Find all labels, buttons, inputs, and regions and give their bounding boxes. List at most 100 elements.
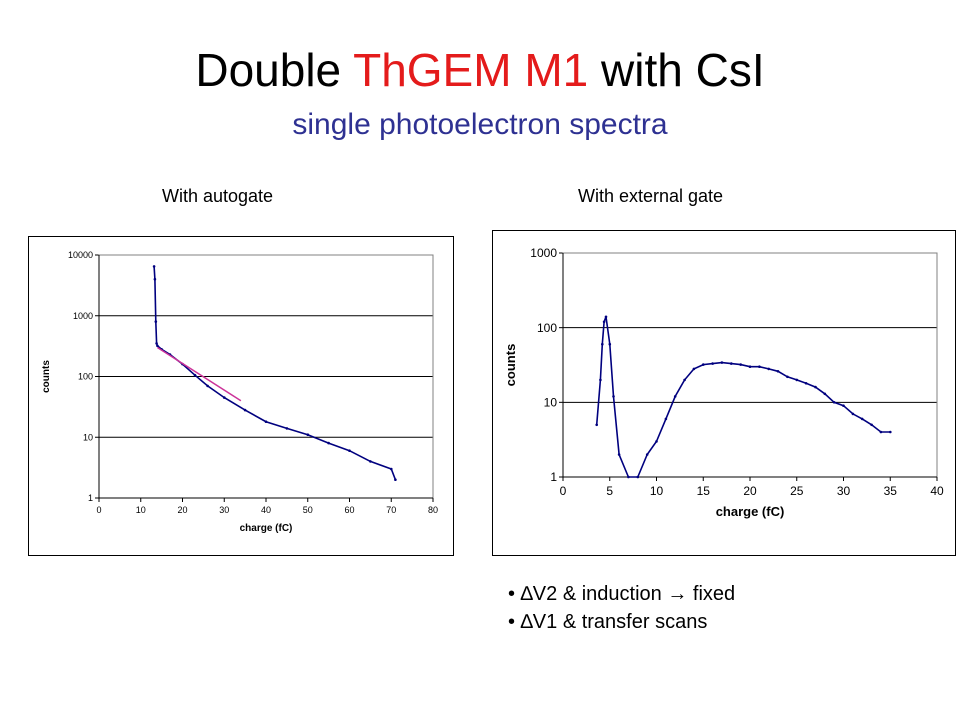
- x-tick-label: 10: [650, 484, 664, 498]
- data-point: [153, 277, 157, 281]
- data-point: [394, 478, 397, 481]
- fit-line: [156, 346, 242, 402]
- data-point: [889, 430, 892, 434]
- slide-subtitle: single photoelectron spectra: [292, 108, 668, 141]
- y-tick-label: 1000: [530, 246, 557, 260]
- x-axis-label: charge (fC): [240, 523, 293, 534]
- x-tick-label: 40: [261, 505, 271, 515]
- y-tick-label: 100: [78, 372, 93, 382]
- title-part2: with CsI: [588, 44, 765, 96]
- x-tick-label: 50: [303, 505, 313, 515]
- x-tick-label: 0: [560, 484, 567, 498]
- chart-external-gate: 1 10 100 1000 0 5 10 15 20 25 30 35 40 charge (fC) cou…: [492, 230, 956, 556]
- data-point: [156, 344, 159, 348]
- x-axis-label: charge (fC): [716, 504, 785, 519]
- data-point: [748, 365, 752, 368]
- y-tick-label: 10: [544, 396, 558, 410]
- x-tick-label: 10: [136, 505, 146, 515]
- data-point: [206, 384, 209, 388]
- data-point: [243, 408, 247, 412]
- bullet-item-1: • ∆V2 & induction → fixed: [508, 583, 736, 605]
- x-tick-label: 70: [386, 505, 396, 515]
- data-point: [879, 430, 883, 434]
- y-axis-label: counts: [503, 344, 518, 387]
- series-line: [595, 316, 891, 478]
- data-point: [860, 417, 864, 421]
- x-tick-label: 35: [884, 484, 898, 498]
- data-point: [155, 342, 158, 345]
- x-tick-label: 30: [219, 505, 229, 515]
- data-point: [152, 265, 156, 268]
- bullet-item-2: • ∆V1 & transfer scans: [508, 611, 708, 633]
- data-point: [842, 404, 845, 407]
- y-tick-label: 1: [88, 493, 93, 503]
- data-point: [599, 378, 602, 382]
- data-point: [786, 375, 789, 379]
- slide-title: Double ThGEM M1 with CsI: [0, 44, 960, 96]
- data-point: [814, 385, 817, 389]
- data-point: [851, 412, 855, 416]
- x-tick-label: 40: [930, 484, 944, 498]
- title-accent: ThGEM M1: [353, 44, 589, 96]
- data-point: [595, 423, 598, 427]
- data-point: [739, 363, 742, 366]
- x-tick-label: 20: [743, 484, 757, 498]
- y-tick-label: 1: [550, 470, 557, 484]
- data-point: [870, 423, 873, 427]
- x-tick-label: 0: [96, 505, 101, 515]
- data-point: [730, 362, 733, 365]
- data-point: [664, 417, 668, 421]
- series-line: [153, 266, 397, 480]
- x-tick-label: 5: [606, 484, 613, 498]
- chart-external-gate-svg: 1 10 100 1000 0 5 10 15 20 25 30 35 40 charge (fC) cou…: [503, 246, 944, 519]
- data-point: [604, 315, 608, 319]
- data-point: [617, 453, 621, 456]
- data-point: [655, 440, 658, 443]
- x-tick-label: 60: [344, 505, 354, 515]
- data-point: [636, 475, 640, 479]
- chart-autogate: 1 10 100 1000 10000 0 10 20 30 40 50 60 70 80 charge (…: [28, 236, 454, 556]
- bullet-text-2: ∆V1 & transfer scans: [520, 611, 708, 633]
- data-point: [306, 433, 310, 436]
- data-point: [683, 378, 686, 382]
- data-point: [758, 365, 761, 368]
- data-point: [823, 392, 827, 396]
- caption-autogate: With autogate: [162, 186, 274, 206]
- y-tick-label: 10000: [68, 250, 93, 260]
- data-point: [767, 367, 770, 371]
- data-point: [264, 420, 268, 423]
- data-point: [369, 460, 372, 463]
- data-point: [612, 395, 615, 398]
- x-tick-label: 15: [697, 484, 711, 498]
- y-tick-label: 10: [83, 432, 93, 442]
- data-point: [348, 449, 351, 452]
- x-tick-label: 25: [790, 484, 804, 498]
- data-point: [702, 363, 705, 366]
- title-part1: Double: [195, 44, 354, 96]
- plot-area: [562, 252, 938, 478]
- x-tick-label: 20: [177, 505, 187, 515]
- data-point: [832, 401, 836, 404]
- data-point: [795, 378, 799, 382]
- data-point: [327, 441, 330, 445]
- data-point: [776, 370, 780, 373]
- bullet-text-1: ∆V2 & induction → fixed: [520, 583, 736, 605]
- data-point: [804, 382, 808, 385]
- chart-autogate-svg: 1 10 100 1000 10000 0 10 20 30 40 50 60 70 80 charge (…: [41, 250, 438, 534]
- y-tick-label: 100: [537, 321, 557, 335]
- data-point: [602, 320, 606, 324]
- data-point: [285, 427, 289, 430]
- bullet-list: • ∆V2 & induction → fixed • ∆V1 & transf…: [508, 580, 735, 636]
- data-point: [711, 362, 714, 365]
- data-point: [608, 342, 612, 346]
- data-point: [627, 475, 630, 479]
- y-tick-label: 1000: [73, 311, 93, 321]
- data-point: [692, 367, 696, 371]
- data-point: [720, 361, 724, 364]
- x-tick-label: 80: [428, 505, 438, 515]
- data-point: [154, 320, 158, 323]
- caption-external-gate: With external gate: [578, 186, 724, 206]
- y-axis-label: counts: [41, 360, 52, 393]
- data-point: [193, 373, 197, 377]
- x-tick-label: 30: [837, 484, 851, 498]
